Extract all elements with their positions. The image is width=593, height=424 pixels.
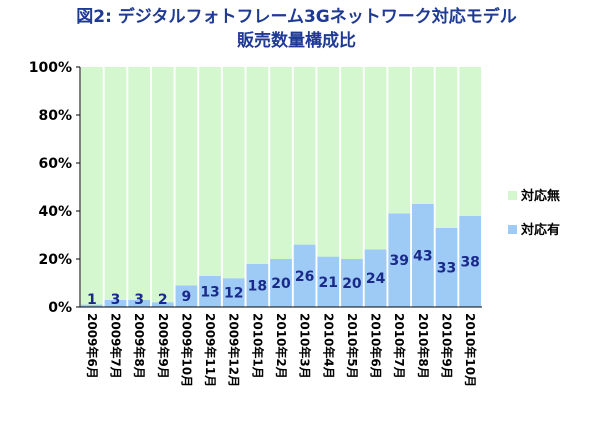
bar-with-9 [293, 244, 316, 307]
data-label: 21 [319, 275, 338, 291]
bar-with-4 [175, 285, 198, 307]
y-axis: 0% 20% 40% 60% 80% 100% [29, 60, 81, 316]
bar-with-5 [199, 275, 221, 307]
bar-without-1 [104, 67, 127, 300]
data-label: 33 [437, 260, 456, 276]
data-label: 9 [182, 289, 192, 305]
x-tick-label: 2010年4月 [321, 313, 336, 379]
y-tick-label: 80% [38, 108, 72, 124]
bar-without-2 [128, 67, 150, 300]
data-label: 43 [413, 248, 432, 264]
y-tick-label: 100% [29, 60, 72, 76]
y-tick-label: 20% [38, 252, 72, 268]
bar-with-2 [128, 299, 150, 307]
data-label: 2 [158, 292, 168, 308]
data-label: 12 [224, 286, 243, 302]
x-tick-label: 2009年8月 [132, 313, 147, 379]
data-label: 3 [134, 292, 144, 308]
x-tick-label: 2010年9月 [440, 313, 455, 379]
bar-without-14 [412, 67, 434, 204]
data-label: 20 [271, 276, 291, 292]
x-tick-label: 2009年7月 [108, 313, 123, 379]
bar-with-16 [459, 215, 482, 307]
plot-area [80, 67, 482, 307]
bar-without-4 [175, 67, 198, 286]
legend-label: 対応有 [520, 222, 560, 238]
bar-without-7 [246, 67, 269, 264]
bar-with-3 [151, 302, 174, 307]
bar-with-12 [364, 249, 387, 307]
x-tick-label: 2009年6月 [85, 313, 100, 379]
data-label: 20 [342, 276, 362, 292]
x-tick-label: 2010年1月 [250, 313, 265, 379]
bar-with-0 [80, 304, 103, 307]
x-tick-label: 2009年12月 [227, 313, 242, 387]
x-tick-label: 2010年5月 [345, 313, 360, 379]
bar-with-6 [222, 278, 245, 307]
y-tick-label: 0% [48, 300, 72, 316]
x-tick-label: 2009年10月 [179, 313, 194, 387]
chart-title-line1: 図2: デジタルフォトフレーム3Gネットワーク対応モデル [76, 7, 517, 27]
data-label: 26 [295, 269, 314, 285]
data-label: 38 [460, 254, 479, 270]
bar-without-8 [270, 67, 292, 259]
bar-without-6 [222, 67, 245, 279]
legend-label: 対応無 [520, 188, 560, 204]
bar-with-15 [435, 227, 458, 307]
x-tick-label: 2010年8月 [416, 313, 431, 379]
x-tick-label: 2010年6月 [369, 313, 384, 379]
y-tick-label: 40% [38, 204, 72, 220]
bar-without-3 [151, 67, 174, 303]
bar-without-16 [459, 67, 482, 216]
data-label: 1 [87, 292, 97, 308]
bar-without-15 [435, 67, 458, 228]
bar-without-13 [388, 67, 411, 214]
bar-with-7 [246, 263, 269, 307]
bar-without-9 [293, 67, 316, 245]
x-tick-label: 2009年9月 [156, 313, 171, 379]
data-label: 13 [200, 284, 219, 300]
x-tick-label: 2010年3月 [298, 313, 313, 379]
bar-with-11 [341, 259, 363, 307]
legend-swatch [508, 225, 517, 234]
bar-without-5 [199, 67, 221, 276]
bar-with-8 [270, 259, 292, 307]
x-tick-label: 2010年2月 [274, 313, 289, 379]
chart-title-line2: 販売数量構成比 [237, 31, 356, 51]
legend-swatch [508, 191, 517, 200]
data-label: 3 [111, 292, 121, 308]
bar-without-0 [80, 67, 103, 305]
x-tick-label: 2010年7月 [392, 313, 407, 379]
data-label: 39 [389, 253, 408, 269]
x-axis: 2009年6月 2009年7月 2009年8月 2009年9月 2009年10月 2009… [80, 306, 482, 387]
data-label: 18 [248, 278, 267, 294]
bar-with-1 [104, 299, 127, 307]
bar-with-10 [317, 256, 340, 307]
bar-without-11 [341, 67, 363, 259]
data-label: 24 [366, 271, 386, 287]
bar-without-10 [317, 67, 340, 257]
bar-with-14 [412, 203, 434, 307]
x-tick-label: 2009年11月 [203, 313, 218, 387]
y-tick-label: 60% [38, 156, 72, 172]
bar-with-13 [388, 213, 411, 307]
x-tick-label: 2010年10月 [463, 313, 478, 387]
bar-without-12 [364, 67, 387, 250]
